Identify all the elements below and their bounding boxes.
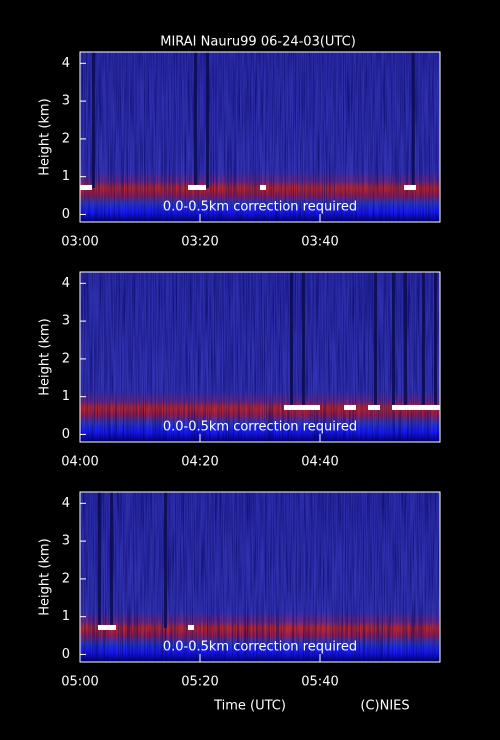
noise-overlay <box>80 492 440 662</box>
y-tick-label: 4 <box>62 276 70 291</box>
y-axis-label: Height (km) <box>38 318 53 395</box>
y-axis-label: Height (km) <box>38 98 53 175</box>
y-tick-label: 0 <box>62 647 70 662</box>
signal-dropout <box>164 492 167 628</box>
cloud-return <box>344 404 356 410</box>
cloud-return <box>98 624 116 630</box>
signal-dropout <box>206 52 209 188</box>
cloud-return <box>368 404 380 410</box>
y-tick-label: 3 <box>62 534 70 549</box>
y-tick-label: 1 <box>62 169 70 184</box>
signal-dropout <box>92 52 95 188</box>
signal-dropout <box>374 272 377 408</box>
y-tick-label: 1 <box>62 389 70 404</box>
y-tick-label: 0 <box>62 207 70 222</box>
signal-dropout <box>290 272 293 408</box>
y-tick-label: 2 <box>62 351 70 366</box>
noise-overlay <box>80 52 440 222</box>
signal-dropout <box>194 52 197 188</box>
x-axis-label: Time (UTC) <box>213 699 286 714</box>
y-tick-label: 2 <box>62 571 70 586</box>
plot-frame <box>79 271 441 443</box>
signal-dropout <box>98 492 101 628</box>
signal-dropout <box>392 272 395 408</box>
signal-dropout <box>302 272 305 408</box>
y-tick-label: 4 <box>62 496 70 511</box>
plot-frame <box>79 491 441 663</box>
signal-dropout <box>434 272 437 408</box>
cloud-return <box>188 184 206 190</box>
signal-dropout <box>110 492 113 628</box>
chart-title: MIRAI Nauru99 06-24-03(UTC) <box>160 35 356 50</box>
cloud-return <box>404 184 416 190</box>
cloud-return <box>284 404 320 410</box>
y-tick-label: 1 <box>62 609 70 624</box>
signal-dropout <box>404 272 407 408</box>
y-axis-label: Height (km) <box>38 538 53 615</box>
x-tick-label: 05:20 <box>181 675 218 690</box>
y-tick-label: 4 <box>62 56 70 71</box>
y-tick-label: 0 <box>62 427 70 442</box>
x-tick-label: 03:20 <box>181 235 218 250</box>
y-tick-label: 3 <box>62 314 70 329</box>
signal-dropout <box>422 272 425 408</box>
x-tick-label: 04:00 <box>61 455 98 470</box>
x-tick-label: 05:40 <box>301 675 338 690</box>
x-tick-label: 04:40 <box>301 455 338 470</box>
x-tick-label: 03:40 <box>301 235 338 250</box>
noise-overlay <box>80 272 440 442</box>
x-tick-label: 04:20 <box>181 455 218 470</box>
cloud-return <box>392 404 440 410</box>
annotation: 0.0-0.5km correction required <box>163 420 357 435</box>
x-tick-label: 05:00 <box>61 675 98 690</box>
cloud-return <box>80 184 92 190</box>
y-tick-label: 3 <box>62 94 70 109</box>
plot-frame <box>79 51 441 223</box>
cloud-return <box>260 184 266 190</box>
cloud-return <box>188 624 194 630</box>
annotation: 0.0-0.5km correction required <box>163 640 357 655</box>
x-tick-label: 03:00 <box>61 235 98 250</box>
credit: (C)NIES <box>360 699 409 714</box>
signal-dropout <box>411 52 415 188</box>
annotation: 0.0-0.5km correction required <box>163 200 357 215</box>
y-tick-label: 2 <box>62 131 70 146</box>
